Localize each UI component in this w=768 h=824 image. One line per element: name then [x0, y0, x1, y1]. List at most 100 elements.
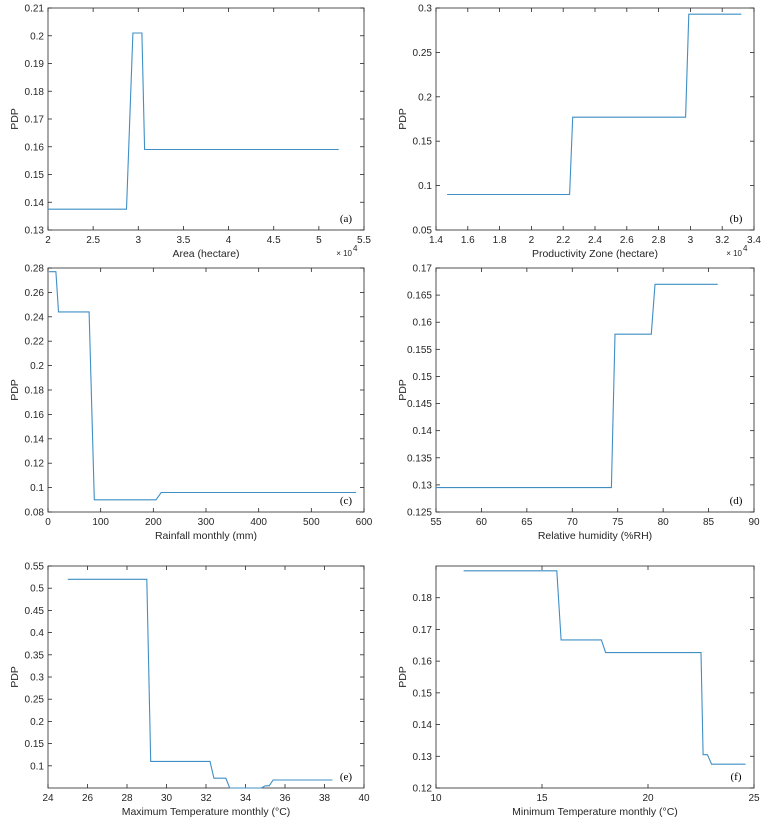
x-tick-label: 1.6	[461, 235, 475, 246]
y-tick-label: 0.26	[25, 288, 45, 299]
y-tick-label: 0.08	[25, 508, 45, 519]
pdp-series-line	[67, 578, 333, 789]
y-axis-label: PDP	[397, 666, 409, 688]
chart-panel-3: 0 100 200 300 400 500 600 0.08 0.1 0.12 0.14 0.16 0.…	[9, 264, 373, 543]
y-tick-label: 0.55	[25, 562, 45, 573]
x-tick-label: 3.2	[715, 235, 729, 246]
panel-label: (a)	[340, 213, 353, 225]
y-tick-label: 0.145	[407, 399, 432, 410]
x-tick-label: 3.5	[176, 235, 190, 246]
x-tick-label: 24	[42, 793, 54, 804]
y-tick-label: 0.3	[418, 4, 432, 15]
x-tick-label: 10	[430, 793, 442, 804]
x-tick-label: 60	[476, 517, 488, 528]
x-tick-label: 65	[521, 517, 533, 528]
x-axis-label: Productivity Zone (hectare)	[532, 248, 658, 260]
y-tick-label: 0.15	[25, 170, 45, 181]
x-tick-label: 40	[358, 793, 370, 804]
y-tick-label: 0.18	[25, 386, 45, 397]
x-tick-label: 38	[319, 793, 331, 804]
y-tick-label: 0.18	[413, 593, 433, 604]
chart-panel-1: 2 2.5 3 3.5 4 4.5 5 5.5 0.13 0.14 0.15 0.16 0.17 0.18…	[9, 4, 371, 261]
pdp-series-line	[49, 271, 357, 501]
x-tick-label: 5	[316, 235, 322, 246]
x-axis-exponent: 4	[743, 244, 748, 253]
y-tick-label: 0.3	[30, 673, 44, 684]
x-tick-label: 3	[688, 235, 694, 246]
y-tick-label: 0.2	[30, 717, 44, 728]
x-tick-label: 0	[45, 517, 51, 528]
y-tick-label: 0.15	[413, 372, 433, 383]
x-tick-label: 85	[703, 517, 715, 528]
x-tick-label: 2	[45, 235, 51, 246]
x-tick-label: 70	[567, 517, 579, 528]
pdp-series-line	[48, 32, 339, 210]
y-axis-label: PDP	[9, 108, 21, 130]
y-tick-label: 0.05	[413, 226, 433, 237]
y-axis-label: PDP	[397, 108, 409, 130]
y-tick-label: 0.28	[25, 264, 45, 275]
y-tick-label: 0.155	[407, 345, 432, 356]
x-tick-label: 300	[198, 517, 215, 528]
y-tick-label: 0.35	[25, 650, 45, 661]
chart-panel-5: 24 26 28 30 32 34 36 38 40 0.1 0.15 0.2 0.25 0.3 0.35 0…	[9, 562, 370, 819]
x-axis-label: Relative humidity (%RH)	[538, 530, 652, 542]
x-axis-label: Minimum Temperature monthly (°C)	[512, 806, 678, 818]
y-tick-label: 0.2	[418, 92, 432, 103]
y-tick-label: 0.13	[413, 480, 433, 491]
x-axis-multiplier: × 10	[726, 249, 742, 258]
x-tick-label: 600	[356, 517, 373, 528]
x-tick-label: 36	[279, 793, 291, 804]
panel-label: (f)	[731, 771, 742, 783]
x-tick-label: 200	[145, 517, 162, 528]
plot-area	[435, 7, 755, 231]
panel-label: (c)	[340, 495, 353, 507]
x-tick-label: 3.4	[747, 235, 761, 246]
y-tick-label: 0.13	[25, 226, 45, 237]
y-tick-label: 0.2	[30, 31, 44, 42]
x-axis-label: Rainfall monthly (mm)	[155, 530, 257, 542]
y-tick-label: 0.125	[407, 508, 432, 519]
x-axis-multiplier: × 10	[336, 249, 352, 258]
y-tick-label: 0.12	[25, 459, 45, 470]
x-tick-label: 1.4	[429, 235, 443, 246]
x-tick-label: 30	[161, 793, 173, 804]
chart-panel-6: 10 15 20 25 0.12 0.13 0.14 0.15 0.16 0.17 0.18 Mini…	[397, 565, 760, 818]
x-tick-label: 2.8	[652, 235, 666, 246]
y-tick-label: 0.24	[25, 312, 45, 323]
chart-panel-2: 1.4 1.6 1.8 2 2.2 2.4 2.6 2.8 3 3.2 3.4 0.05 0.1 0.15…	[397, 4, 761, 261]
y-tick-label: 0.12	[413, 784, 433, 795]
panel-label: (d)	[730, 495, 743, 507]
x-tick-label: 4.5	[267, 235, 281, 246]
y-tick-label: 0.1	[418, 181, 432, 192]
y-tick-label: 0.14	[413, 426, 433, 437]
y-tick-label: 0.14	[413, 720, 433, 731]
y-tick-label: 0.1	[30, 761, 44, 772]
y-axis-label: PDP	[9, 379, 21, 401]
x-tick-label: 25	[748, 793, 760, 804]
x-tick-label: 2.2	[556, 235, 570, 246]
pdp-series-line	[436, 283, 718, 489]
y-tick-label: 0.5	[30, 584, 44, 595]
chart-panel-4: 55 60 65 70 75 80 85 90 0.125 0.13 0.135 0.14 0.145 0…	[397, 264, 760, 543]
pdp-series-line	[463, 570, 746, 765]
panel-label: (e)	[340, 771, 353, 783]
plot-area	[47, 7, 365, 231]
x-tick-label: 500	[303, 517, 320, 528]
y-tick-label: 0.16	[413, 318, 433, 329]
y-tick-label: 0.16	[413, 657, 433, 668]
x-tick-label: 90	[748, 517, 760, 528]
x-tick-label: 5.5	[357, 235, 371, 246]
y-tick-label: 0.17	[413, 264, 433, 275]
x-axis-label: Maximum Temperature monthly (°C)	[122, 806, 291, 818]
x-tick-label: 2.4	[588, 235, 602, 246]
x-tick-label: 20	[642, 793, 654, 804]
x-tick-label: 32	[200, 793, 212, 804]
x-tick-label: 34	[240, 793, 252, 804]
y-tick-label: 0.165	[407, 291, 432, 302]
x-tick-label: 400	[250, 517, 267, 528]
x-tick-label: 2.5	[86, 235, 100, 246]
x-tick-label: 26	[82, 793, 94, 804]
y-tick-label: 0.17	[25, 115, 45, 126]
